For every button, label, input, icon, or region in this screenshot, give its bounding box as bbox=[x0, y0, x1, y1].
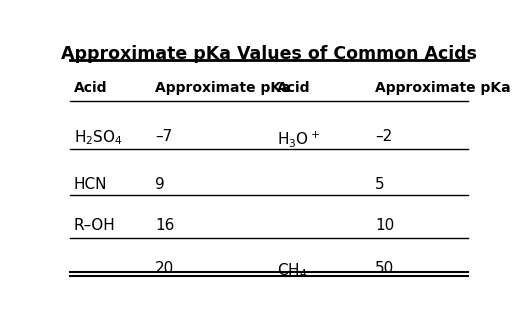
Text: Acid: Acid bbox=[277, 81, 311, 95]
Text: Approximate pKa: Approximate pKa bbox=[155, 81, 291, 95]
Text: –2: –2 bbox=[375, 129, 392, 144]
Text: –7: –7 bbox=[155, 129, 172, 144]
Text: $\mathregular{H_2SO_4}$: $\mathregular{H_2SO_4}$ bbox=[74, 129, 122, 148]
Text: 20: 20 bbox=[155, 261, 174, 276]
Text: Approximate pKa: Approximate pKa bbox=[375, 81, 510, 95]
Text: R–OH: R–OH bbox=[74, 218, 116, 233]
Text: Approximate pKa Values of Common Acids: Approximate pKa Values of Common Acids bbox=[61, 45, 477, 63]
Text: $\mathregular{H_3O^+}$: $\mathregular{H_3O^+}$ bbox=[277, 129, 320, 149]
Text: 10: 10 bbox=[375, 218, 394, 233]
Text: HCN: HCN bbox=[74, 177, 107, 192]
Text: 16: 16 bbox=[155, 218, 174, 233]
Text: Acid: Acid bbox=[74, 81, 107, 95]
Text: 9: 9 bbox=[155, 177, 165, 192]
Text: 50: 50 bbox=[375, 261, 394, 276]
Text: 5: 5 bbox=[375, 177, 384, 192]
Text: $\mathregular{CH_4}$: $\mathregular{CH_4}$ bbox=[277, 261, 308, 280]
